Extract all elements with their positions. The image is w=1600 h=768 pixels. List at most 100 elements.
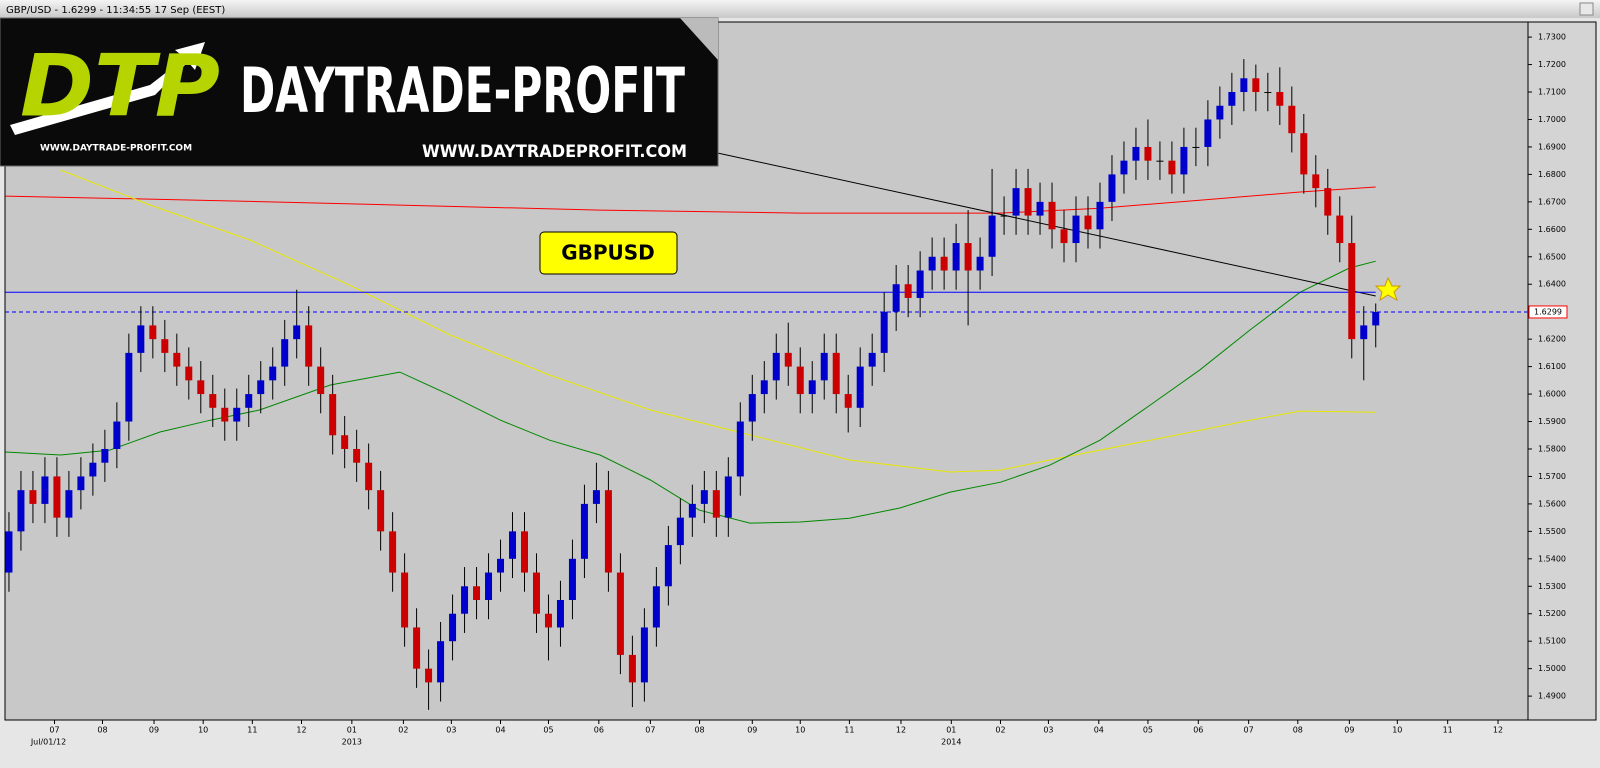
candle-body	[29, 490, 37, 504]
candle-body	[628, 654, 636, 683]
x-sublabel: 2014	[941, 738, 961, 747]
logo-url: WWW.DAYTRADEPROFIT.COM	[422, 142, 687, 162]
candle-body	[1240, 78, 1248, 93]
candle-body	[784, 352, 792, 367]
candle-body	[580, 503, 588, 559]
x-tick-label: 03	[1043, 726, 1053, 735]
candle-body	[269, 366, 277, 381]
candle-body	[796, 366, 804, 395]
candle-body	[473, 586, 481, 601]
x-tick-label: 11	[844, 726, 854, 735]
candle-body	[77, 476, 85, 491]
candle-body	[820, 352, 828, 381]
candle-body	[185, 366, 193, 381]
candle-body	[844, 394, 852, 408]
x-tick-label: 09	[747, 726, 757, 735]
candle-body	[281, 339, 289, 367]
last-price-label: 1.6299	[1534, 307, 1562, 316]
candle-body	[1072, 215, 1080, 244]
x-sublabel: 2013	[342, 738, 362, 747]
x-tick-label: 08	[97, 726, 107, 735]
candle-body	[101, 448, 109, 463]
annotation-box	[539, 231, 678, 275]
x-tick-label: 01	[946, 726, 956, 735]
x-tick-label: 09	[149, 726, 159, 735]
candle-body	[988, 215, 996, 257]
candle-body	[257, 380, 265, 395]
x-tick-label: 07	[1244, 726, 1254, 735]
x-tick-label: 05	[1143, 726, 1153, 735]
candle-body	[1324, 188, 1332, 216]
candle-body	[916, 270, 924, 298]
x-tick-label: 02	[995, 726, 1005, 735]
logo-arrow	[10, 42, 205, 135]
logo: DTP DAYTRADE-PROFIT WWW.DAYTRADE-PROFIT.…	[0, 17, 719, 167]
candle-body	[772, 352, 780, 381]
candle-body	[5, 531, 13, 573]
x-tick-label: 04	[1094, 726, 1104, 735]
x-tick-label: 10	[198, 726, 208, 735]
indicator-line	[5, 186, 1376, 214]
window-title: GBP/USD - 1.6299 - 11:34:55 17 Sep (EEST…	[6, 5, 225, 16]
candle-body	[497, 558, 505, 573]
candle-body	[221, 407, 229, 422]
x-tick-label: 06	[1193, 726, 1203, 735]
logo-name: DAYTRADE-PROFIT	[240, 54, 685, 127]
y-tick-label: 1.5600	[1538, 499, 1566, 508]
candle-body	[1336, 215, 1344, 244]
candle-body	[952, 243, 960, 271]
candle-body	[197, 380, 205, 395]
x-tick-label: 07	[49, 726, 59, 735]
candle-body	[17, 490, 25, 532]
candle-body	[1000, 215, 1008, 217]
candle-body	[149, 325, 157, 340]
candle-body	[736, 421, 744, 477]
candle-body	[868, 352, 876, 367]
candle-body	[125, 352, 133, 422]
candle-body	[509, 531, 517, 559]
y-tick-label: 1.5200	[1538, 609, 1566, 618]
candle-body	[41, 476, 49, 504]
x-tick-label: 10	[1392, 726, 1402, 735]
candle-body	[760, 380, 768, 395]
logo-url-small: WWW.DAYTRADE-PROFIT.COM	[40, 144, 192, 154]
candle-body	[1096, 201, 1104, 230]
candle-body	[65, 490, 73, 518]
candle-body	[532, 572, 540, 614]
candle-body	[1276, 92, 1284, 106]
candle-body	[293, 325, 301, 340]
candle-body	[1108, 174, 1116, 202]
candle-body	[1300, 133, 1308, 175]
x-tick-label: 09	[1344, 726, 1354, 735]
candle-body	[892, 284, 900, 312]
candle-body	[437, 641, 445, 683]
candle-body	[1348, 243, 1356, 340]
y-tick-label: 1.5000	[1538, 664, 1566, 673]
candle-body	[1372, 311, 1380, 326]
candle-body	[329, 394, 337, 436]
candle-body	[1144, 146, 1152, 161]
y-tick-label: 1.6100	[1538, 362, 1566, 371]
candle-body	[161, 339, 169, 353]
x-tick-label: 11	[1443, 726, 1453, 735]
x-tick-label: 01	[347, 726, 357, 735]
candle-body	[964, 243, 972, 271]
maximize-button[interactable]	[1579, 2, 1594, 16]
candle-body	[89, 462, 97, 477]
logo-curl	[680, 18, 718, 60]
indicator-line	[717, 152, 1376, 297]
last-price-tag	[1528, 305, 1568, 319]
candle-body	[1228, 92, 1236, 106]
candle-body	[1132, 146, 1140, 161]
candle-body	[113, 421, 121, 449]
x-tick-label: 06	[594, 726, 604, 735]
y-tick-label: 1.7000	[1538, 115, 1566, 124]
y-tick-label: 1.5900	[1538, 417, 1566, 426]
y-tick-label: 1.6400	[1538, 280, 1566, 289]
candle-body	[1084, 215, 1092, 230]
candle-body	[592, 490, 600, 504]
candle-body	[1048, 201, 1056, 230]
candle-body	[856, 366, 864, 408]
candle-body	[616, 572, 624, 655]
